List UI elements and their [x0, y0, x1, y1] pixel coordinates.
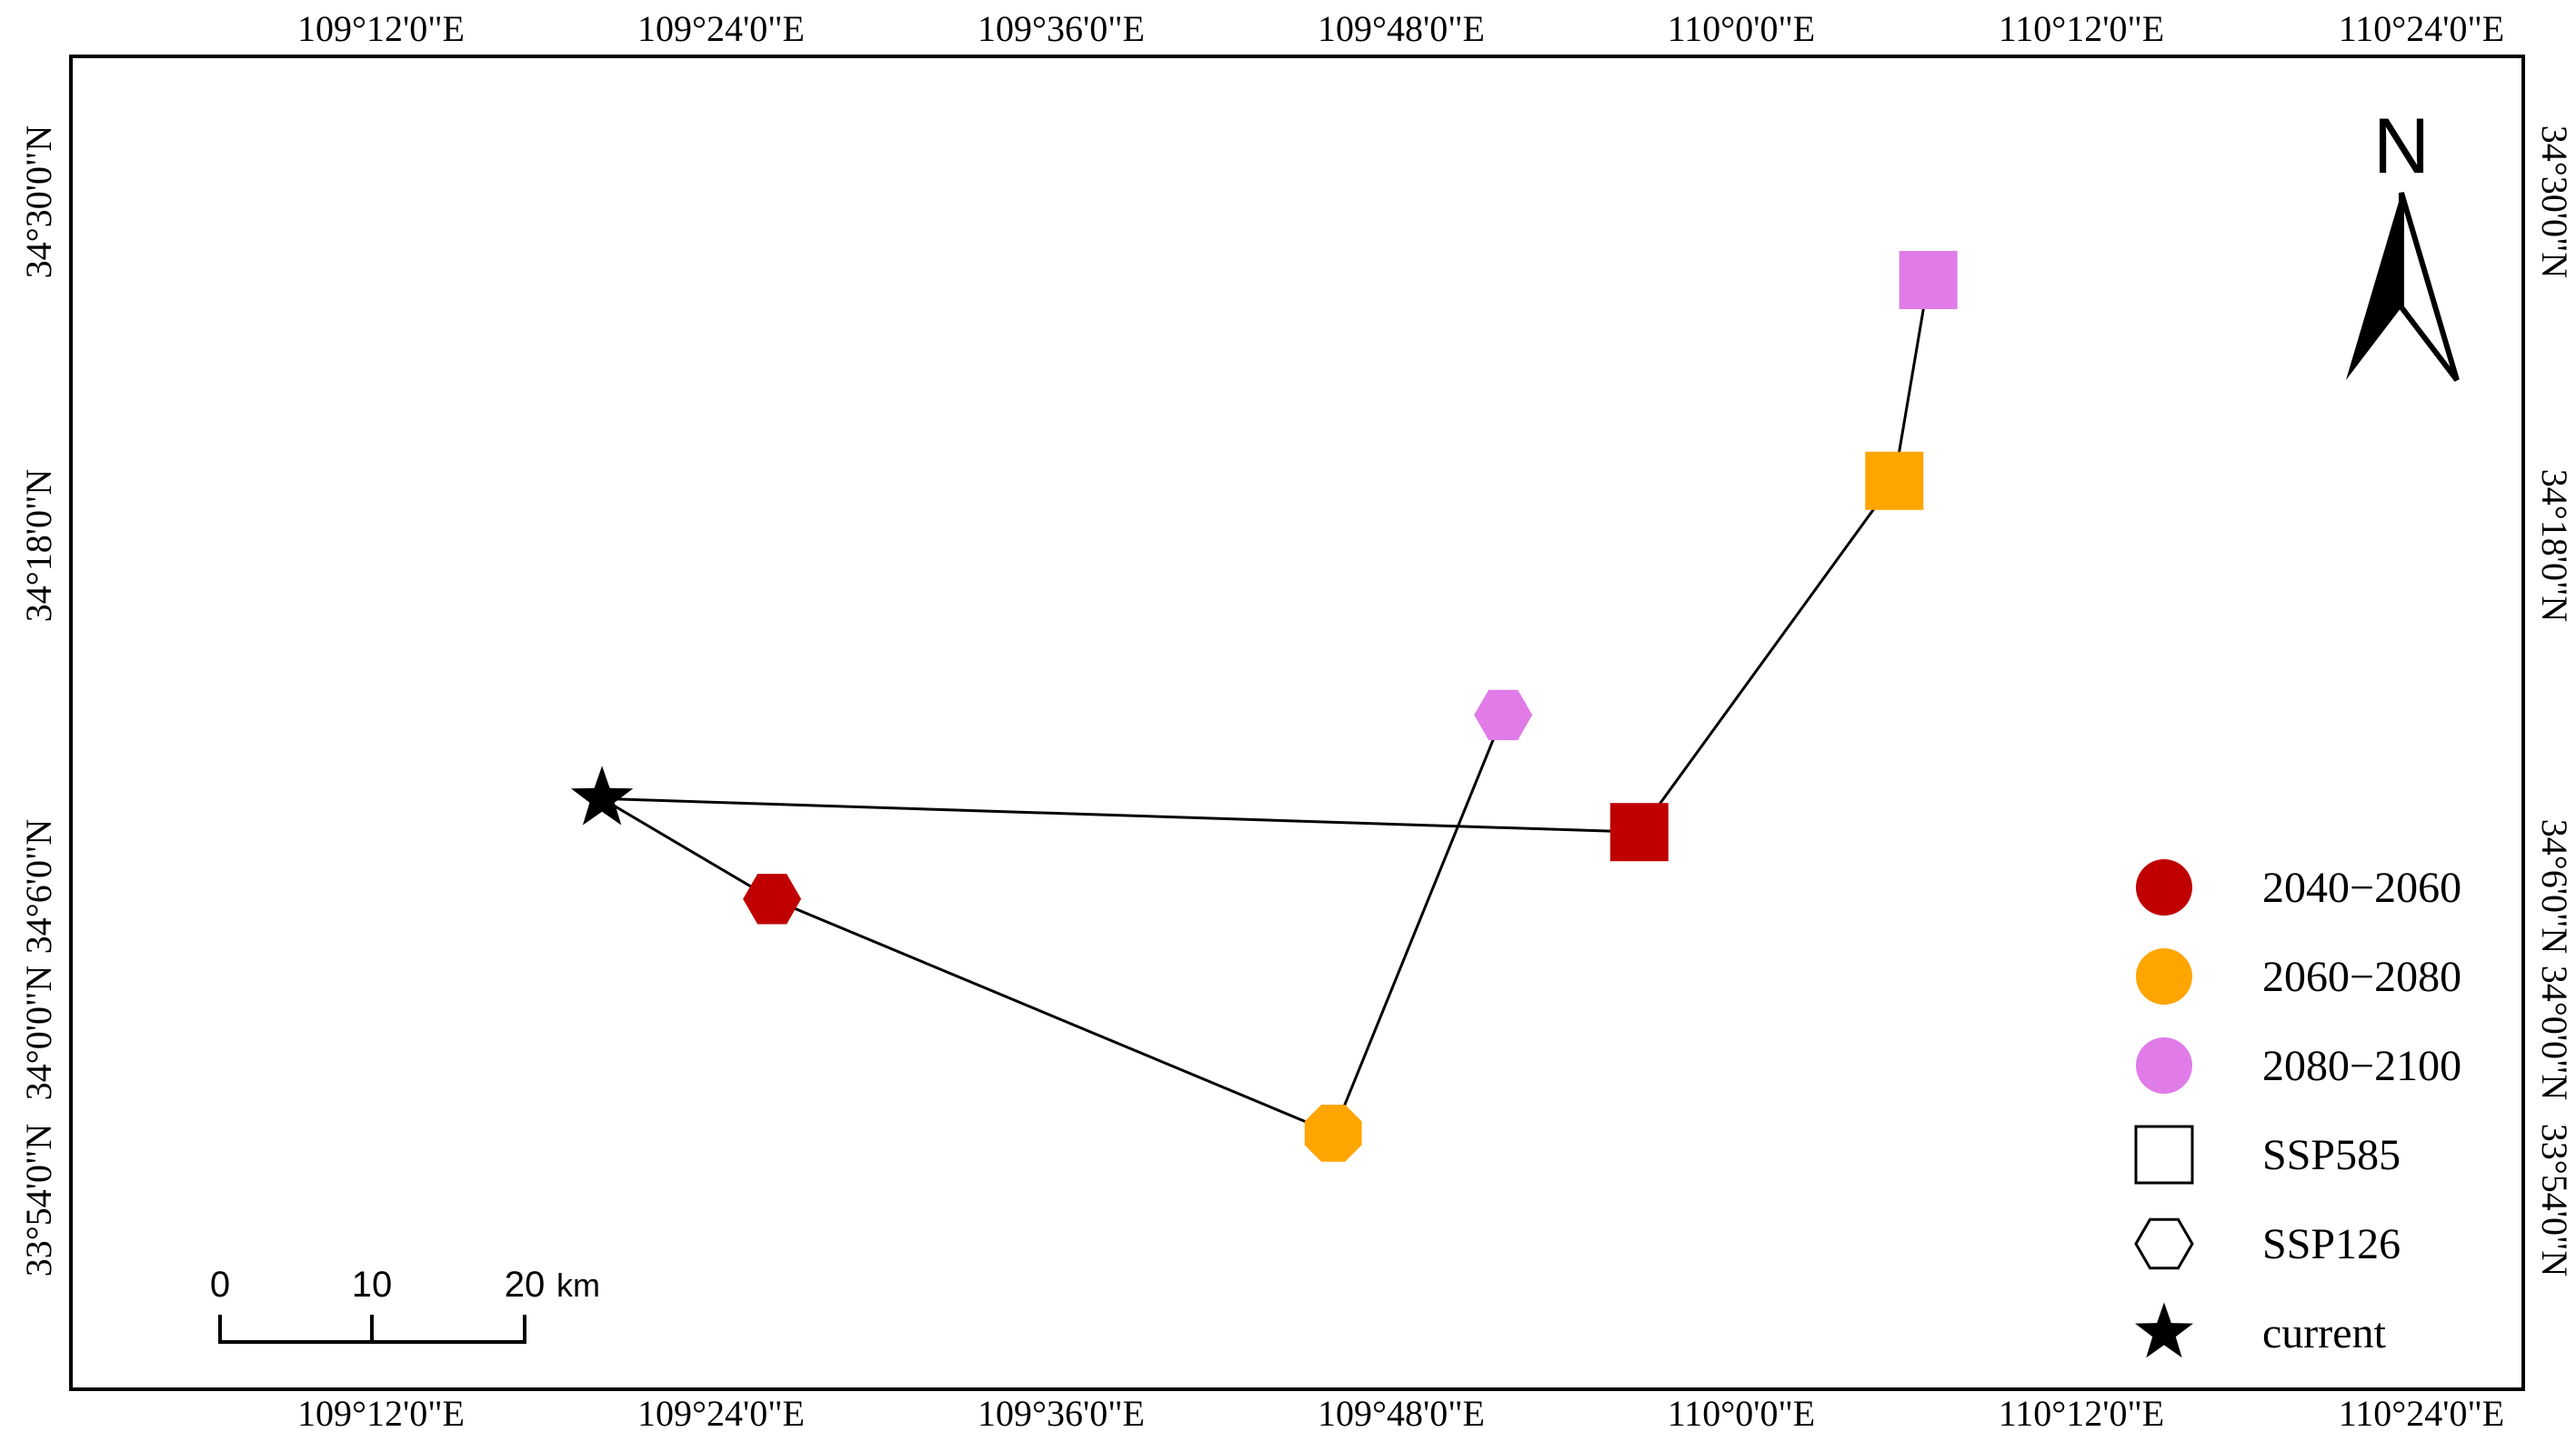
legend-symbol-2060-2080 — [2136, 948, 2192, 1005]
top-lon-tick: 110°24'0"E — [2339, 8, 2504, 49]
current-marker — [570, 766, 634, 826]
left-latitude-labels: 33°54'0"N 34°0'0"N 34°6'0"N 34°18'0"N 34… — [18, 125, 59, 1277]
right-lat-tick: 34°18'0"N — [2534, 469, 2575, 622]
north-arrow-left-half — [2346, 193, 2401, 380]
ssp585-2060-2080-marker — [1865, 451, 1924, 510]
bottom-longitude-labels: 109°12'0"E 109°24'0"E 109°36'0"E 109°48'… — [297, 1393, 2504, 1434]
right-latitude-labels: 33°54'0"N 34°0'0"N 34°6'0"N 34°18'0"N 34… — [2534, 125, 2575, 1277]
shift-paths — [601, 279, 1930, 1136]
shift-path-ssp126 — [601, 714, 1505, 1136]
legend-symbol-current — [2135, 1302, 2193, 1358]
legend-symbol-ssp585 — [2134, 1125, 2194, 1185]
right-lat-tick: 33°54'0"N — [2534, 1124, 2575, 1277]
top-longitude-labels: 109°12'0"E 109°24'0"E 109°36'0"E 109°48'… — [297, 8, 2504, 49]
bottom-lon-tick: 110°0'0"E — [1668, 1393, 1815, 1434]
top-lon-tick: 109°48'0"E — [1318, 8, 1485, 49]
bottom-lon-tick: 109°48'0"E — [1318, 1393, 1485, 1434]
ssp126-2080-2100-marker — [1474, 689, 1533, 741]
ssp126-2040-2060-marker — [743, 874, 802, 925]
ssp585-2040-2060-marker — [1609, 803, 1669, 862]
scale-label-20: 20 — [505, 1265, 546, 1305]
scale-label-0: 0 — [210, 1265, 230, 1305]
legend-label-2060-2080: 2060−2080 — [2262, 953, 2461, 1001]
left-lat-tick: 34°0'0"N — [18, 966, 59, 1100]
map-frame — [69, 55, 2525, 1391]
legend: 2040−2060 2060−2080 2080−2100 SSP585 SSP126 c… — [2134, 859, 2461, 1358]
bottom-lon-tick: 110°12'0"E — [1999, 1393, 2164, 1434]
left-lat-tick: 34°18'0"N — [18, 469, 59, 622]
top-lon-tick: 109°36'0"E — [977, 8, 1145, 49]
legend-label-ssp585: SSP585 — [2262, 1131, 2401, 1179]
top-lon-tick: 109°24'0"E — [637, 8, 805, 49]
top-lon-tick: 110°12'0"E — [1999, 8, 2164, 49]
shift-path-ssp585 — [602, 279, 1930, 834]
legend-label-current: current — [2262, 1309, 2387, 1357]
top-lon-tick: 110°0'0"E — [1668, 8, 1815, 49]
scale-bar: 0 10 20 km — [210, 1265, 600, 1344]
legend-symbol-ssp126 — [2134, 1217, 2194, 1270]
legend-label-ssp126: SSP126 — [2262, 1220, 2401, 1268]
ssp126-2060-2080-marker — [1304, 1105, 1362, 1162]
ssp585-2080-2100-marker — [1899, 251, 1958, 309]
scale-unit: km — [556, 1267, 600, 1304]
left-lat-tick: 33°54'0"N — [18, 1124, 59, 1277]
legend-label-2080-2100: 2080−2100 — [2262, 1042, 2461, 1090]
bottom-lon-tick: 109°36'0"E — [977, 1393, 1145, 1434]
bottom-lon-tick: 109°24'0"E — [637, 1393, 805, 1434]
legend-symbol-2080-2100 — [2136, 1037, 2192, 1094]
bottom-lon-tick: 109°12'0"E — [297, 1393, 465, 1434]
north-arrow-label: N — [2373, 103, 2430, 190]
legend-label-2040-2060: 2040−2060 — [2262, 864, 2461, 912]
centroid-markers — [570, 251, 1958, 1162]
north-arrow: N — [2346, 103, 2460, 382]
scale-label-10: 10 — [352, 1265, 393, 1305]
top-lon-tick: 109°12'0"E — [297, 8, 465, 49]
right-lat-tick: 34°30'0"N — [2534, 125, 2575, 278]
left-lat-tick: 34°30'0"N — [18, 125, 59, 278]
right-lat-tick: 34°0'0"N — [2534, 966, 2575, 1100]
right-lat-tick: 34°6'0"N — [2534, 819, 2575, 954]
bottom-lon-tick: 110°24'0"E — [2339, 1393, 2504, 1434]
left-lat-tick: 34°6'0"N — [18, 819, 59, 954]
legend-symbol-2040-2060 — [2136, 859, 2192, 916]
north-arrow-right-half — [2399, 192, 2460, 382]
